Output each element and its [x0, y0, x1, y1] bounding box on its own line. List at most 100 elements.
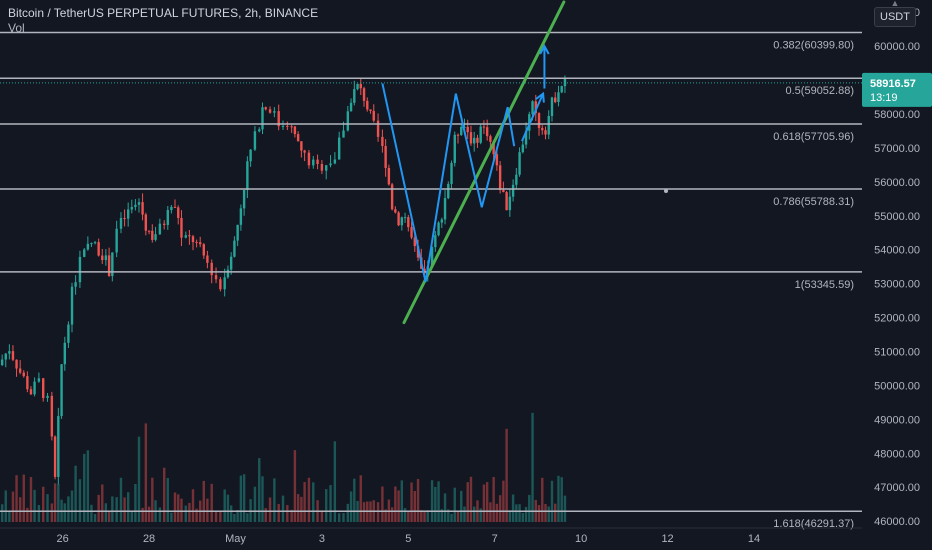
- volume-bar: [158, 507, 162, 522]
- candle-body: [397, 212, 400, 226]
- volume-bar: [261, 476, 264, 522]
- volume-bar: [489, 502, 492, 522]
- candle-body: [50, 395, 54, 437]
- time-tick-label: 10: [575, 533, 587, 545]
- candle-body: [53, 436, 57, 477]
- candle-body: [407, 217, 410, 228]
- candle-body: [320, 164, 324, 171]
- candle-body: [123, 217, 126, 219]
- volume-bar: [97, 494, 100, 522]
- price-tick-label: 60000.00: [874, 41, 920, 53]
- candle-body: [469, 132, 473, 144]
- volume-bar: [90, 504, 93, 522]
- volume-bar: [119, 477, 123, 522]
- candle-body: [78, 256, 82, 283]
- symbol-title[interactable]: Bitcoin / TetherUS PERPETUAL FUTURES, 2h…: [8, 6, 319, 20]
- volume-bar: [400, 480, 404, 522]
- arrow-head-icon: [539, 44, 550, 55]
- volume-bar: [202, 480, 205, 522]
- candle-body: [166, 210, 169, 225]
- candle-body: [390, 184, 394, 210]
- volume-bar: [144, 423, 148, 522]
- candle-body: [219, 279, 222, 290]
- volume-bar: [210, 483, 213, 522]
- candle-body: [333, 159, 337, 164]
- price-tick-label: 48000.00: [874, 448, 920, 460]
- volume-bar: [46, 494, 49, 522]
- candle-body: [184, 235, 187, 238]
- candle-body: [518, 152, 521, 175]
- volume-bar: [426, 510, 429, 522]
- candle-body: [460, 126, 463, 135]
- volume-bar: [4, 490, 7, 522]
- volume-bar: [443, 493, 447, 522]
- candle-body: [202, 244, 205, 256]
- candle-body: [15, 359, 18, 369]
- volume-bar: [300, 496, 303, 522]
- volume-bar: [390, 507, 394, 522]
- time-tick-label: 12: [661, 533, 673, 545]
- volume-indicator-label[interactable]: Vol: [8, 21, 25, 35]
- cursor-dot: [664, 189, 668, 193]
- candle-body: [369, 109, 372, 111]
- candle-body: [97, 242, 100, 256]
- candle-body: [387, 167, 391, 185]
- candle-body: [226, 269, 230, 278]
- volume-bar: [303, 482, 306, 522]
- candle-body: [198, 242, 202, 245]
- candle-body: [560, 86, 563, 93]
- candle-body: [8, 351, 11, 354]
- volume-bar: [413, 490, 416, 522]
- candle-body: [151, 230, 154, 240]
- candle-body: [482, 126, 486, 128]
- candle-body: [101, 255, 104, 261]
- candle-body: [268, 109, 272, 113]
- volume-bar: [11, 491, 15, 522]
- volume-bar: [115, 497, 118, 522]
- volume-bar: [214, 510, 218, 522]
- volume-bar: [430, 480, 434, 522]
- volume-bar: [268, 497, 272, 522]
- volume-bar: [547, 506, 550, 522]
- fib-label-0.382: 0.382(60399.80): [773, 40, 854, 52]
- time-tick-label: 5: [405, 533, 411, 545]
- volume-bar: [93, 513, 97, 522]
- time-tick-label: 3: [319, 533, 325, 545]
- volume-bars: [0, 412, 567, 522]
- candle-body: [246, 161, 249, 190]
- blue-pattern-path: [381, 83, 516, 283]
- candle-body: [300, 141, 303, 151]
- candle-body: [26, 376, 29, 390]
- time-axis[interactable]: 26 28 May 3 5 7 10 12 14: [0, 527, 862, 545]
- currency-unit-label: USDT: [880, 11, 910, 23]
- candle-body: [337, 137, 341, 160]
- arrow-head-icon: [535, 91, 545, 103]
- candle-body: [37, 378, 41, 382]
- candle-body: [423, 268, 426, 274]
- volume-bar: [376, 502, 380, 522]
- candles: [0, 75, 567, 485]
- volume-bar: [83, 453, 86, 522]
- candle-body: [173, 206, 177, 208]
- candle-body: [353, 89, 356, 103]
- time-tick-label: 7: [492, 533, 498, 545]
- volume-bar: [508, 510, 512, 522]
- volume-bar: [521, 512, 525, 522]
- volume-bar: [42, 486, 45, 522]
- price-tick-label: 52000.00: [874, 313, 920, 325]
- candle-body: [42, 378, 45, 399]
- volume-bar: [246, 513, 249, 522]
- volume-bar: [258, 458, 261, 522]
- volume-bar: [498, 495, 502, 522]
- volume-bar: [407, 511, 410, 522]
- volume-bar: [107, 511, 111, 522]
- volume-bar: [134, 483, 137, 522]
- currency-unit-badge[interactable]: ▲ USDT: [874, 0, 916, 27]
- volume-bar: [511, 494, 515, 522]
- volume-bar: [206, 498, 209, 522]
- time-tick-label: May: [225, 533, 246, 545]
- fib-label-0.5: 0.5(59052.88): [786, 85, 855, 97]
- candle-body: [115, 228, 118, 253]
- volume-bar: [495, 503, 499, 522]
